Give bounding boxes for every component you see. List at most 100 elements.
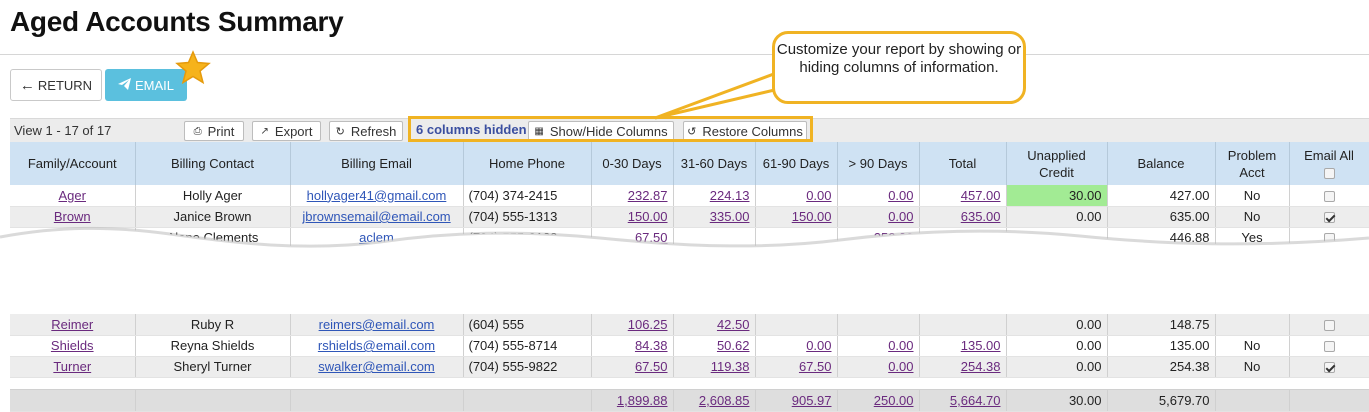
cell-link[interactable]: 150.00	[791, 209, 832, 224]
cell-0-30: 232.87	[591, 185, 674, 207]
cell-email-select	[1289, 356, 1369, 378]
total-link[interactable]: 1,899.88	[616, 392, 668, 408]
print-button-label: Print	[207, 123, 235, 139]
cell-text: Janice Brown	[173, 209, 252, 224]
callout-tip: Customize your report by showing or hidi…	[772, 31, 1026, 104]
col-header-email[interactable]: Billing Email	[290, 142, 464, 185]
email-all-checkbox[interactable]	[1323, 167, 1335, 179]
export-button[interactable]: ↗ Export	[252, 121, 321, 141]
show-hide-columns-button[interactable]: ▦ Show/Hide Columns	[528, 121, 674, 141]
cell-link[interactable]: 0.00	[888, 338, 914, 353]
cell-link[interactable]: jbrownsemail@email.com	[302, 209, 451, 224]
cell-link[interactable]: 0.00	[888, 359, 914, 374]
cell-90-plus: 0.00	[837, 185, 920, 207]
show-hide-columns-label: Show/Hide Columns	[549, 123, 668, 139]
view-count: View 1 - 17 of 17	[14, 123, 112, 138]
email-row-checkbox[interactable]	[1323, 212, 1335, 224]
cell-90-plus: 0.00	[837, 206, 920, 228]
star-icon	[175, 50, 211, 85]
grid-toolbar: View 1 - 17 of 17 ⎙ Print ↗ Export ↻ Ref…	[10, 118, 1369, 142]
cell-unapplied: 0.00	[1006, 356, 1108, 378]
cell-contact: Reyna Shields	[135, 335, 291, 357]
email-row-checkbox[interactable]	[1323, 341, 1335, 353]
total-link[interactable]: 905.97	[791, 392, 832, 408]
col-header-contact[interactable]: Billing Contact	[135, 142, 291, 185]
cell-link[interactable]: 224.13	[709, 187, 750, 203]
return-button[interactable]: ← RETURN	[10, 69, 102, 101]
cell-phone: (704) 555-9822	[463, 356, 592, 378]
cell-link[interactable]: 635.00	[960, 209, 1001, 224]
cell-link[interactable]: 0.00	[806, 187, 832, 203]
cell-total: 635.00	[919, 206, 1007, 228]
cell-link[interactable]: 232.87	[627, 187, 668, 203]
email-button[interactable]: EMAIL	[105, 69, 187, 101]
col-header-0-30[interactable]: 0-30 Days	[591, 142, 674, 185]
print-button[interactable]: ⎙ Print	[184, 121, 244, 141]
total-link[interactable]: 2,608.85	[698, 392, 750, 408]
cell-link[interactable]: rshields@email.com	[317, 338, 436, 353]
col-header-balance[interactable]: Balance	[1107, 142, 1216, 185]
col-header-family[interactable]: Family/Account	[10, 142, 136, 185]
col-header-90-plus[interactable]: > 90 Days	[837, 142, 920, 185]
total-unapplied: 30.00	[1006, 389, 1108, 412]
cell-link[interactable]: Brown	[53, 209, 91, 224]
cell-link[interactable]: 0.00	[888, 187, 914, 203]
col-header-email-all[interactable]: Email All	[1289, 142, 1369, 185]
cell-link[interactable]: 42.50	[716, 316, 750, 332]
cell-text: 30.00	[1068, 187, 1102, 203]
cell-text: (704) 374-2415	[468, 187, 558, 203]
email-row-checkbox[interactable]	[1323, 362, 1335, 374]
cell-email: rshields@email.com	[290, 335, 464, 357]
cell-link[interactable]: 254.38	[960, 359, 1001, 374]
email-row-checkbox[interactable]	[1323, 319, 1335, 331]
cell-link[interactable]: swalker@email.com	[318, 359, 435, 374]
cell-text: 446.88	[1169, 230, 1210, 245]
table-row: Brown Janice Brown jbrownsemail@email.com (…	[10, 206, 1369, 228]
cell-link[interactable]: 67.50	[634, 359, 668, 374]
cell-link[interactable]: 0.00	[888, 209, 914, 224]
cell-contact: Janice Brown	[135, 206, 291, 228]
cell-email: jbrownsemail@email.com	[290, 206, 464, 228]
col-header-phone[interactable]: Home Phone	[463, 142, 592, 185]
cell-text: Yes	[1241, 230, 1263, 245]
cell-link[interactable]: 119.38	[710, 359, 750, 374]
cell-text: (704) 555-8714	[468, 338, 558, 353]
cell-link[interactable]: 0.00	[806, 338, 832, 353]
cell-link[interactable]: 150.00	[627, 209, 668, 224]
cell-contact: Holly Ager	[135, 185, 291, 207]
restore-icon: ↺	[687, 125, 697, 138]
total-link[interactable]: 5,664.70	[949, 392, 1001, 408]
columns-hidden-count: 6 columns hidden	[416, 122, 527, 137]
cell-link[interactable]: Turner	[53, 359, 92, 374]
cell-link[interactable]: hollyager41@gmail.com	[306, 187, 447, 203]
restore-columns-label: Restore Columns	[702, 123, 803, 139]
torn-edge	[0, 226, 1369, 302]
col-header-problem[interactable]: Problem Acct	[1215, 142, 1290, 185]
cell-link[interactable]: 50.62	[716, 338, 750, 353]
cell-link[interactable]: 457.00	[960, 187, 1001, 203]
total-link[interactable]: 250.00	[873, 392, 914, 408]
col-header-31-60[interactable]: 31-60 Days	[673, 142, 756, 185]
cell-link[interactable]: 106.25	[627, 316, 668, 332]
cell-unapplied: 0.00	[1006, 314, 1108, 336]
cell-family: Turner	[10, 356, 136, 378]
cell-link[interactable]: 84.38	[634, 338, 668, 353]
cell-text: 135.00	[1169, 338, 1210, 353]
cell-link[interactable]: 135.00	[960, 338, 1001, 353]
cell-link[interactable]: 335.00	[709, 209, 750, 224]
cell-90-plus: 0.00	[837, 335, 920, 357]
cell-link[interactable]: reimers@email.com	[318, 316, 435, 332]
cell-balance: 135.00	[1107, 335, 1216, 357]
total-balance: 5,679.70	[1107, 389, 1216, 412]
col-header-total[interactable]: Total	[919, 142, 1007, 185]
cell-link[interactable]: Ager	[58, 187, 86, 203]
col-header-unapplied[interactable]: Unapplied Credit	[1006, 142, 1108, 185]
cell-total	[919, 314, 1007, 336]
col-header-61-90[interactable]: 61-90 Days	[755, 142, 838, 185]
email-row-checkbox[interactable]	[1323, 190, 1335, 202]
cell-link[interactable]: Shields	[50, 338, 94, 353]
cell-link[interactable]: 67.50	[798, 359, 832, 374]
refresh-button[interactable]: ↻ Refresh	[329, 121, 403, 141]
cell-link[interactable]: Reimer	[51, 316, 94, 332]
cell-contact: Sheryl Turner	[135, 356, 291, 378]
